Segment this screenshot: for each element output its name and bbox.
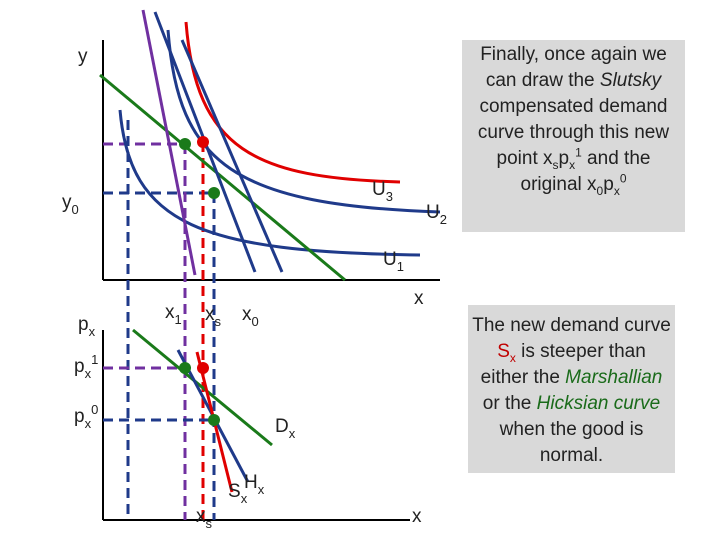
axes	[102, 40, 440, 521]
note-text: s	[552, 157, 559, 172]
label-sub: 3	[386, 189, 393, 204]
dashed-guides	[103, 120, 216, 520]
label-base: p	[74, 406, 85, 427]
curves	[99, 9, 441, 493]
note-text: Finally, once again we can draw the	[480, 44, 667, 91]
label-base: U	[426, 202, 440, 223]
label: Sx	[228, 481, 248, 506]
label-sub: 1	[175, 312, 182, 327]
label: U3	[372, 179, 393, 204]
label: y	[78, 46, 88, 67]
label-sup: 1	[91, 352, 98, 367]
note-text: Slutsky	[599, 70, 662, 91]
label-base: U	[372, 179, 386, 200]
note-text: 1	[575, 145, 582, 160]
label: px	[78, 314, 96, 339]
label-base: U	[383, 249, 397, 270]
label-sub: x	[241, 491, 248, 506]
label-base: y	[78, 46, 88, 67]
note-text: S	[497, 341, 510, 362]
note-text: Hicksian curve	[536, 393, 661, 414]
label-base: S	[228, 481, 241, 502]
note-1: Finally, once again we can draw the Slut…	[462, 40, 685, 232]
note-text: when the good is normal.	[499, 419, 644, 466]
label-sub: 2	[440, 212, 447, 227]
label-sub: x	[258, 482, 265, 497]
note-text: Marshallian	[565, 367, 663, 388]
label-sub: 1	[397, 259, 404, 274]
label-sup: 0	[91, 402, 98, 417]
label: xs	[205, 304, 222, 329]
label: U2	[426, 202, 447, 227]
label-base: x	[414, 288, 424, 309]
label: x1	[165, 302, 182, 327]
label-base: x	[165, 302, 175, 323]
label-sub: x	[89, 324, 96, 339]
label-base: H	[244, 472, 258, 493]
note-text: is steeper than either the	[480, 341, 646, 388]
label: x0	[242, 304, 259, 329]
label-base: x	[412, 506, 422, 527]
label: x	[412, 506, 422, 527]
label: px0	[74, 402, 98, 431]
note-text: The new demand curve	[472, 315, 671, 336]
label-sub: s	[206, 516, 213, 531]
label: U1	[383, 249, 404, 274]
label: y0	[62, 192, 79, 217]
label-base: p	[78, 314, 89, 335]
label-sub: x	[85, 416, 92, 431]
note-text: compensated demand curve through this ne…	[477, 96, 670, 169]
label: px1	[74, 352, 98, 381]
label: Dx	[275, 416, 296, 441]
note-text: or the	[482, 393, 537, 414]
label-base: D	[275, 416, 289, 437]
points	[179, 136, 220, 426]
note-text: 0	[596, 183, 604, 198]
note-text: and the original x	[520, 148, 651, 195]
label-base: x	[205, 304, 215, 325]
note-2: The new demand curve Sx is steeper than …	[468, 305, 675, 473]
label: xs	[196, 506, 213, 531]
label: Hx	[244, 472, 265, 497]
label: x	[414, 288, 424, 309]
label-sub: 0	[72, 202, 79, 217]
label-base: y	[62, 192, 72, 213]
label-sub: x	[85, 366, 92, 381]
label-sub: x	[289, 426, 296, 441]
note-text: p	[603, 174, 614, 195]
label-base: x	[242, 304, 252, 325]
note-text: p	[558, 148, 570, 169]
label-base: p	[74, 356, 85, 377]
note-text: 0	[619, 171, 627, 186]
note-text: x	[509, 350, 516, 365]
label-base: x	[196, 506, 206, 527]
note-text: x	[613, 183, 620, 198]
label-sub: 0	[252, 314, 259, 329]
note-text: x	[569, 157, 576, 172]
label-sub: s	[215, 314, 222, 329]
